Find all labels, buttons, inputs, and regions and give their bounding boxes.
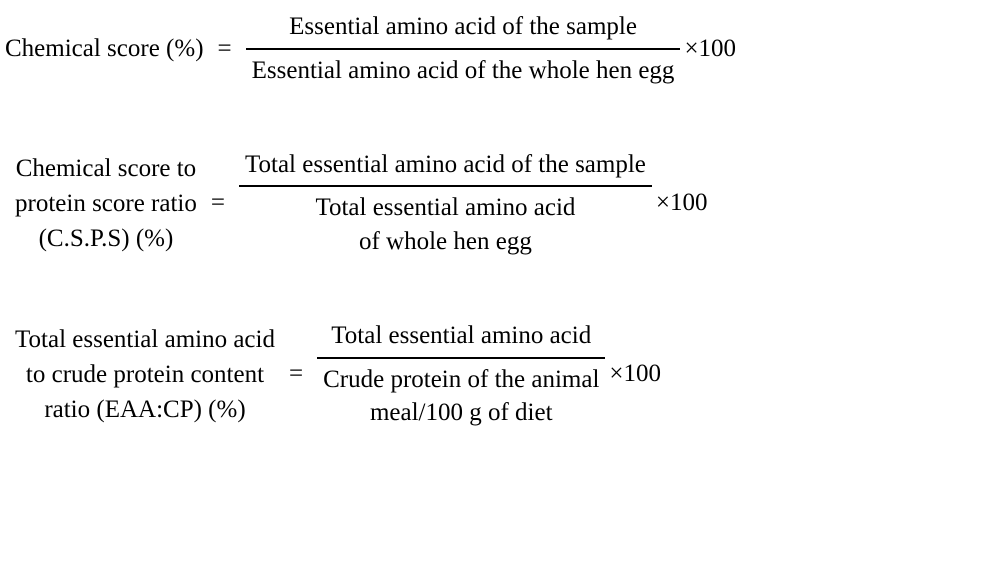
lhs-line-3: ratio (EAA:CP) (%) — [15, 392, 275, 427]
lhs-line-1: Total essential amino acid — [15, 322, 275, 357]
denominator: Crude protein of the animal meal/100 g o… — [317, 359, 605, 431]
equals-sign: = — [218, 35, 232, 63]
denominator-line-2: meal/100 g of diet — [323, 396, 599, 430]
denominator-line-1: Total essential amino acid — [315, 191, 575, 225]
fraction-csps: Total essential amino acid of the sample… — [239, 148, 652, 259]
fraction-chemical-score: Essential amino acid of the sample Essen… — [246, 10, 681, 88]
times-100: ×100 — [609, 360, 661, 388]
equation-eaa-cp: Total essential amino acid to crude prot… — [5, 319, 977, 430]
equals-sign: = — [211, 189, 225, 217]
lhs-csps: Chemical score to protein score ratio (C… — [15, 151, 197, 256]
numerator-line: Total essential amino acid of the sample — [245, 148, 646, 182]
lhs-eaa-cp: Total essential amino acid to crude prot… — [15, 322, 275, 427]
lhs-line-3: (C.S.P.S) (%) — [15, 221, 197, 256]
numerator-line: Total essential amino acid — [331, 319, 591, 353]
denominator-line-2: of whole hen egg — [315, 225, 575, 259]
lhs-line-1: Chemical score to — [15, 151, 197, 186]
equation-csps: Chemical score to protein score ratio (C… — [5, 148, 977, 259]
lhs-text: Chemical score (%) — [5, 31, 204, 66]
denominator-line-1: Crude protein of the animal — [323, 363, 599, 397]
lhs-line-2: to crude protein content — [15, 357, 275, 392]
lhs-line-2: protein score ratio — [15, 186, 197, 221]
fraction-eaa-cp: Total essential amino acid Crude protein… — [317, 319, 605, 430]
numerator: Total essential amino acid — [325, 319, 597, 357]
times-100: ×100 — [656, 189, 708, 217]
equation-chemical-score: Chemical score (%) = Essential amino aci… — [5, 10, 977, 88]
numerator: Total essential amino acid of the sample — [239, 148, 652, 186]
numerator-line: Essential amino acid of the sample — [289, 10, 637, 44]
lhs-chemical-score: Chemical score (%) — [5, 31, 204, 66]
denominator: Essential amino acid of the whole hen eg… — [246, 50, 681, 88]
times-100: ×100 — [684, 35, 736, 63]
numerator: Essential amino acid of the sample — [283, 10, 643, 48]
equals-sign: = — [289, 360, 303, 388]
denominator-line: Essential amino acid of the whole hen eg… — [252, 54, 675, 88]
denominator: Total essential amino acid of whole hen … — [309, 187, 581, 259]
